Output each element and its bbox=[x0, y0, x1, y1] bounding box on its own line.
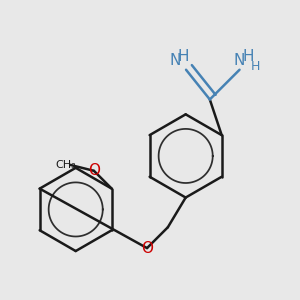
Text: H: H bbox=[177, 49, 189, 64]
Text: H: H bbox=[243, 49, 254, 64]
Text: H: H bbox=[251, 60, 261, 73]
Text: O: O bbox=[141, 241, 153, 256]
Text: N: N bbox=[170, 53, 181, 68]
Text: O: O bbox=[88, 163, 100, 178]
Text: CH₃: CH₃ bbox=[55, 160, 76, 170]
Text: N: N bbox=[234, 53, 245, 68]
